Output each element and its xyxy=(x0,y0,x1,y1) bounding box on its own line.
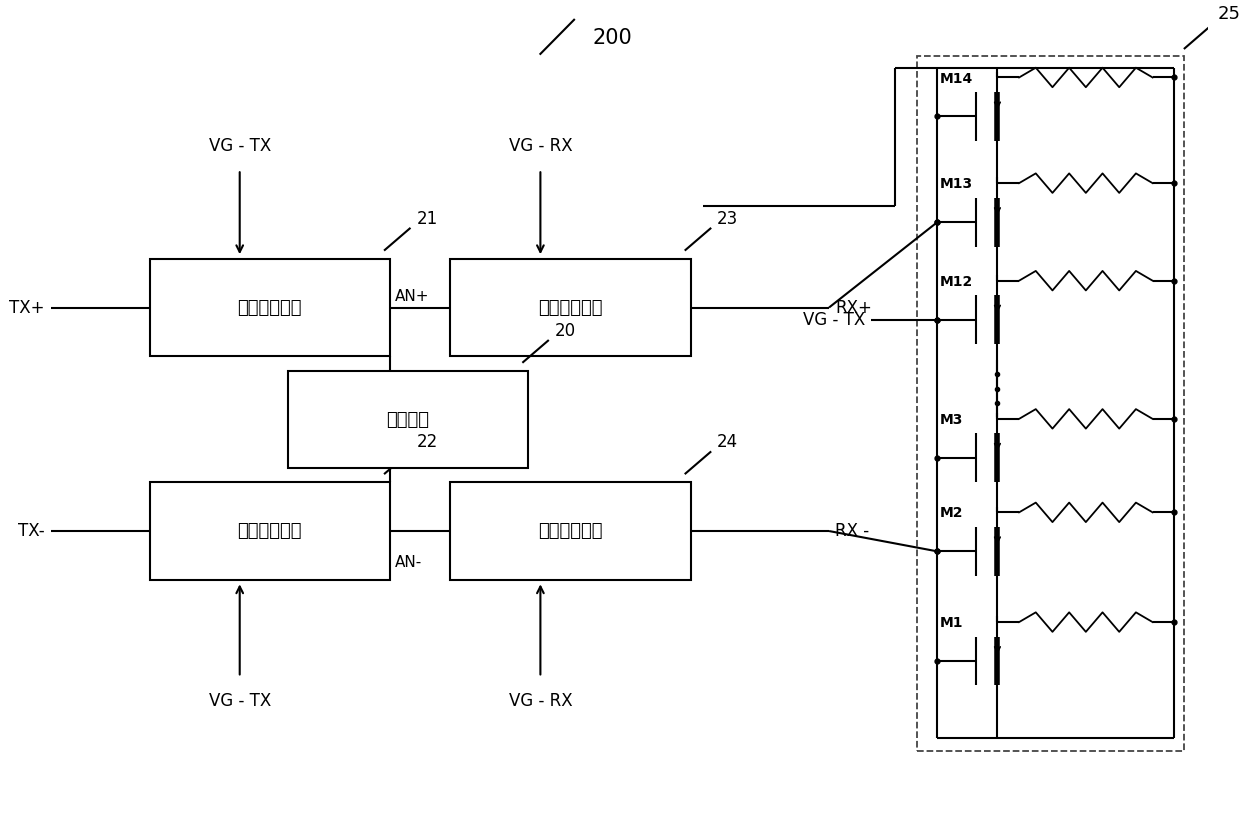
Text: 20: 20 xyxy=(554,322,575,340)
Text: 24: 24 xyxy=(717,433,738,452)
Text: TX+: TX+ xyxy=(10,299,45,317)
Text: 25: 25 xyxy=(1218,5,1240,23)
Text: M13: M13 xyxy=(940,177,973,191)
Text: M14: M14 xyxy=(940,71,973,85)
Text: TX-: TX- xyxy=(19,522,45,540)
Text: 第二开关电路: 第二开关电路 xyxy=(238,522,303,540)
Text: M2: M2 xyxy=(940,507,963,521)
Bar xyxy=(916,56,1184,750)
Bar xyxy=(450,482,691,580)
Bar xyxy=(150,482,391,580)
Text: 第三开关电路: 第三开关电路 xyxy=(538,299,603,317)
Text: VG - RX: VG - RX xyxy=(508,692,572,710)
Text: AN-: AN- xyxy=(394,556,422,571)
Text: VG - TX: VG - TX xyxy=(802,310,866,328)
Text: VG - TX: VG - TX xyxy=(208,692,270,710)
Text: VG - RX: VG - RX xyxy=(508,136,572,154)
Text: 21: 21 xyxy=(417,210,438,228)
Bar xyxy=(450,259,691,356)
Text: 23: 23 xyxy=(717,210,739,228)
Text: 第一开关电路: 第一开关电路 xyxy=(238,299,303,317)
Bar xyxy=(288,371,528,469)
Text: 天线电路: 天线电路 xyxy=(387,410,429,429)
Text: 第四开关电路: 第四开关电路 xyxy=(538,522,603,540)
Text: 200: 200 xyxy=(593,28,632,48)
Text: 22: 22 xyxy=(417,433,438,452)
Text: M1: M1 xyxy=(940,617,963,631)
Text: RX -: RX - xyxy=(835,522,869,540)
Text: VG - TX: VG - TX xyxy=(208,136,270,154)
Bar xyxy=(150,259,391,356)
Text: AN+: AN+ xyxy=(394,289,429,305)
Text: RX+: RX+ xyxy=(835,299,872,317)
Text: M12: M12 xyxy=(940,275,973,289)
Text: M3: M3 xyxy=(940,413,963,427)
